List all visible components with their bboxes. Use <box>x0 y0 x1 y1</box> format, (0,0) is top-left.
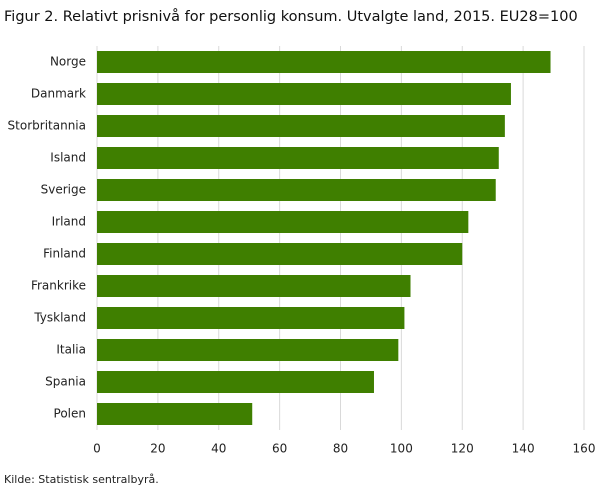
x-tick-label: 160 <box>573 442 596 456</box>
x-tick-label: 0 <box>93 442 101 456</box>
x-tick-label: 20 <box>150 442 165 456</box>
chart-title: Figur 2. Relativt prisnivå for personlig… <box>4 8 578 25</box>
y-tick-label: Norge <box>50 55 86 69</box>
bar <box>97 179 496 201</box>
y-tick-label: Finland <box>43 247 86 261</box>
x-tick-label: 80 <box>333 442 348 456</box>
y-tick-label: Frankrike <box>31 279 86 293</box>
y-tick-label: Sverige <box>41 183 86 197</box>
bar <box>97 339 399 361</box>
bar <box>97 115 505 137</box>
bar <box>97 51 551 73</box>
bar <box>97 83 511 105</box>
bar <box>97 147 499 169</box>
x-tick-label: 60 <box>272 442 287 456</box>
x-tick-label: 100 <box>390 442 413 456</box>
bar <box>97 403 253 425</box>
bar <box>97 275 411 297</box>
x-tick-label: 40 <box>211 442 226 456</box>
y-tick-label: Storbritannia <box>8 119 86 133</box>
y-tick-label: Polen <box>54 407 86 421</box>
y-tick-label: Island <box>50 151 86 165</box>
source: Kilde: Statistisk sentralbyrå. <box>4 473 159 486</box>
bar <box>97 211 469 233</box>
x-tick-label: 120 <box>451 442 474 456</box>
y-tick-label: Spania <box>45 375 86 389</box>
bar <box>97 371 374 393</box>
x-tick-label: 140 <box>512 442 535 456</box>
bar <box>97 243 463 265</box>
y-tick-label: Tyskland <box>33 311 86 325</box>
y-tick-label: Italia <box>56 343 86 357</box>
y-tick-label: Danmark <box>31 87 86 101</box>
y-tick-label: Irland <box>52 215 86 229</box>
bar <box>97 307 405 329</box>
